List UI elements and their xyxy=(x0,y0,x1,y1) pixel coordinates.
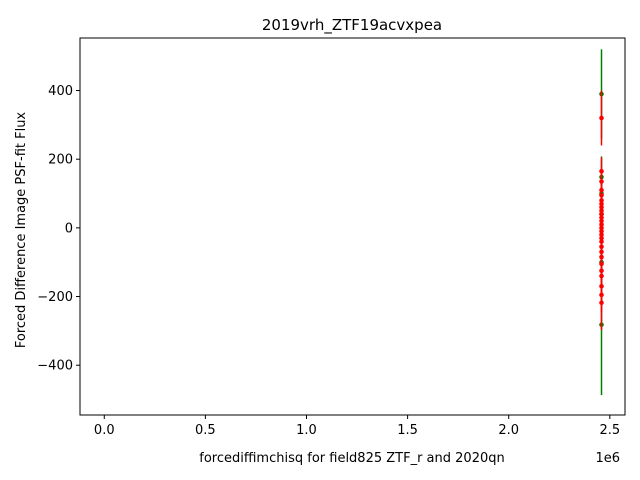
data-point xyxy=(599,192,604,198)
data-point xyxy=(599,283,604,289)
y-axis: −400 −200 0 200 400 xyxy=(37,84,80,374)
data-point xyxy=(599,187,604,193)
data-point xyxy=(599,215,604,220)
data-point xyxy=(599,273,604,279)
plot-area xyxy=(599,49,604,396)
y-tick-label: 0 xyxy=(65,221,73,236)
data-point xyxy=(599,244,604,250)
data-point xyxy=(599,261,604,267)
y-tick-label: −400 xyxy=(37,359,73,374)
data-point xyxy=(599,292,604,298)
y-tick-label: 400 xyxy=(48,84,73,99)
data-point xyxy=(599,204,604,210)
x-tick-label: 0.0 xyxy=(94,423,115,438)
data-point xyxy=(599,268,604,274)
plot-frame xyxy=(79,37,626,416)
chart-title: 2019vrh_ZTF19acvxpea xyxy=(262,16,442,35)
data-point xyxy=(599,239,604,244)
x-tick-label: 1.5 xyxy=(397,423,418,438)
x-tick-label: 1.0 xyxy=(296,423,317,438)
data-point xyxy=(599,208,604,214)
x-axis-label: forcediffimchisq for field825 ZTF_r and … xyxy=(199,451,504,466)
data-point xyxy=(599,179,604,184)
data-point xyxy=(599,300,604,306)
x-tick-label: 2.0 xyxy=(498,423,519,438)
x-axis-offset-label: 1e6 xyxy=(595,451,620,466)
data-point xyxy=(599,201,604,207)
data-point xyxy=(599,218,604,224)
data-point xyxy=(599,232,604,238)
x-tick-label: 0.5 xyxy=(195,423,216,438)
data-point xyxy=(599,168,604,174)
data-point xyxy=(599,254,604,260)
x-axis: 0.0 0.5 1.0 1.5 2.0 2.5 xyxy=(94,415,620,438)
x-tick-label: 2.5 xyxy=(599,423,620,438)
y-axis-label: Forced Difference Image PSF-fit Flux xyxy=(14,112,29,349)
data-point xyxy=(599,198,604,203)
series-1 xyxy=(599,90,604,331)
data-point xyxy=(599,222,604,227)
data-point xyxy=(599,235,604,241)
data-point xyxy=(599,249,604,255)
data-point xyxy=(599,229,604,234)
data-point xyxy=(599,211,604,217)
data-point xyxy=(599,115,604,121)
y-tick-label: −200 xyxy=(37,290,73,305)
y-tick-label: 200 xyxy=(48,153,73,168)
data-point xyxy=(599,225,604,231)
